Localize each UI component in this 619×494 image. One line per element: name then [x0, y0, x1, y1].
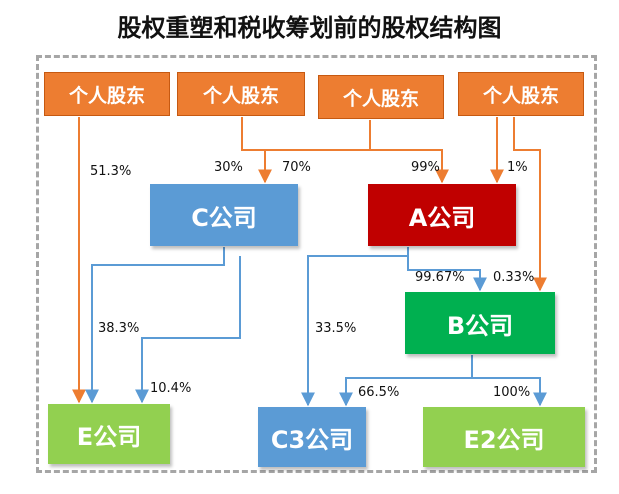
pct-a-to-b: 99.67% — [415, 270, 465, 285]
line-a-to-b — [407, 256, 487, 292]
shareholder-box-1: 个人股东 — [44, 72, 170, 116]
line-holder3-to-c-a — [265, 120, 371, 151]
pct-holder3-to-a: 99% — [411, 160, 440, 175]
shareholder-box-2: 个人股东 — [177, 72, 305, 116]
line-a-to-e — [135, 256, 241, 404]
shareholder-box-4: 个人股东 — [458, 72, 584, 116]
line-a-to-c3-branch — [301, 247, 409, 407]
pct-holder4-to-b: 0.33% — [493, 270, 535, 285]
company-e2-box: E2公司 — [423, 407, 585, 467]
pct-c-to-c3: 33.5% — [315, 321, 357, 336]
pct-a-to-e: 10.4% — [150, 381, 192, 396]
line-b-to-c3 — [339, 355, 473, 407]
company-c-box: C公司 — [150, 184, 298, 246]
line-holder3-to-a — [370, 149, 449, 184]
company-b-box: B公司 — [405, 292, 555, 354]
pct-holder4-to-a: 1% — [507, 160, 528, 175]
line-c-to-e — [85, 247, 225, 404]
company-c3-box: C3公司 — [258, 407, 366, 467]
line-holder2-to-c — [241, 117, 272, 184]
line-b-to-e2 — [472, 377, 547, 407]
pct-holder2-to-c: 30% — [214, 160, 243, 175]
pct-holder1-to-e: 51.3% — [90, 164, 132, 179]
line-holder4-to-b — [513, 117, 547, 292]
diagram-title: 股权重塑和税收筹划前的股权结构图 — [117, 14, 502, 42]
company-a-box: A公司 — [368, 184, 516, 246]
dashed-frame — [36, 55, 597, 473]
pct-c-to-e: 38.3% — [98, 321, 140, 336]
pct-b-to-c3: 66.5% — [358, 385, 400, 400]
pct-b-to-e2: 100% — [493, 385, 531, 400]
company-e-box: E公司 — [48, 404, 170, 464]
shareholder-box-3: 个人股东 — [318, 75, 444, 119]
pct-holder3-to-c: 70% — [282, 160, 311, 175]
